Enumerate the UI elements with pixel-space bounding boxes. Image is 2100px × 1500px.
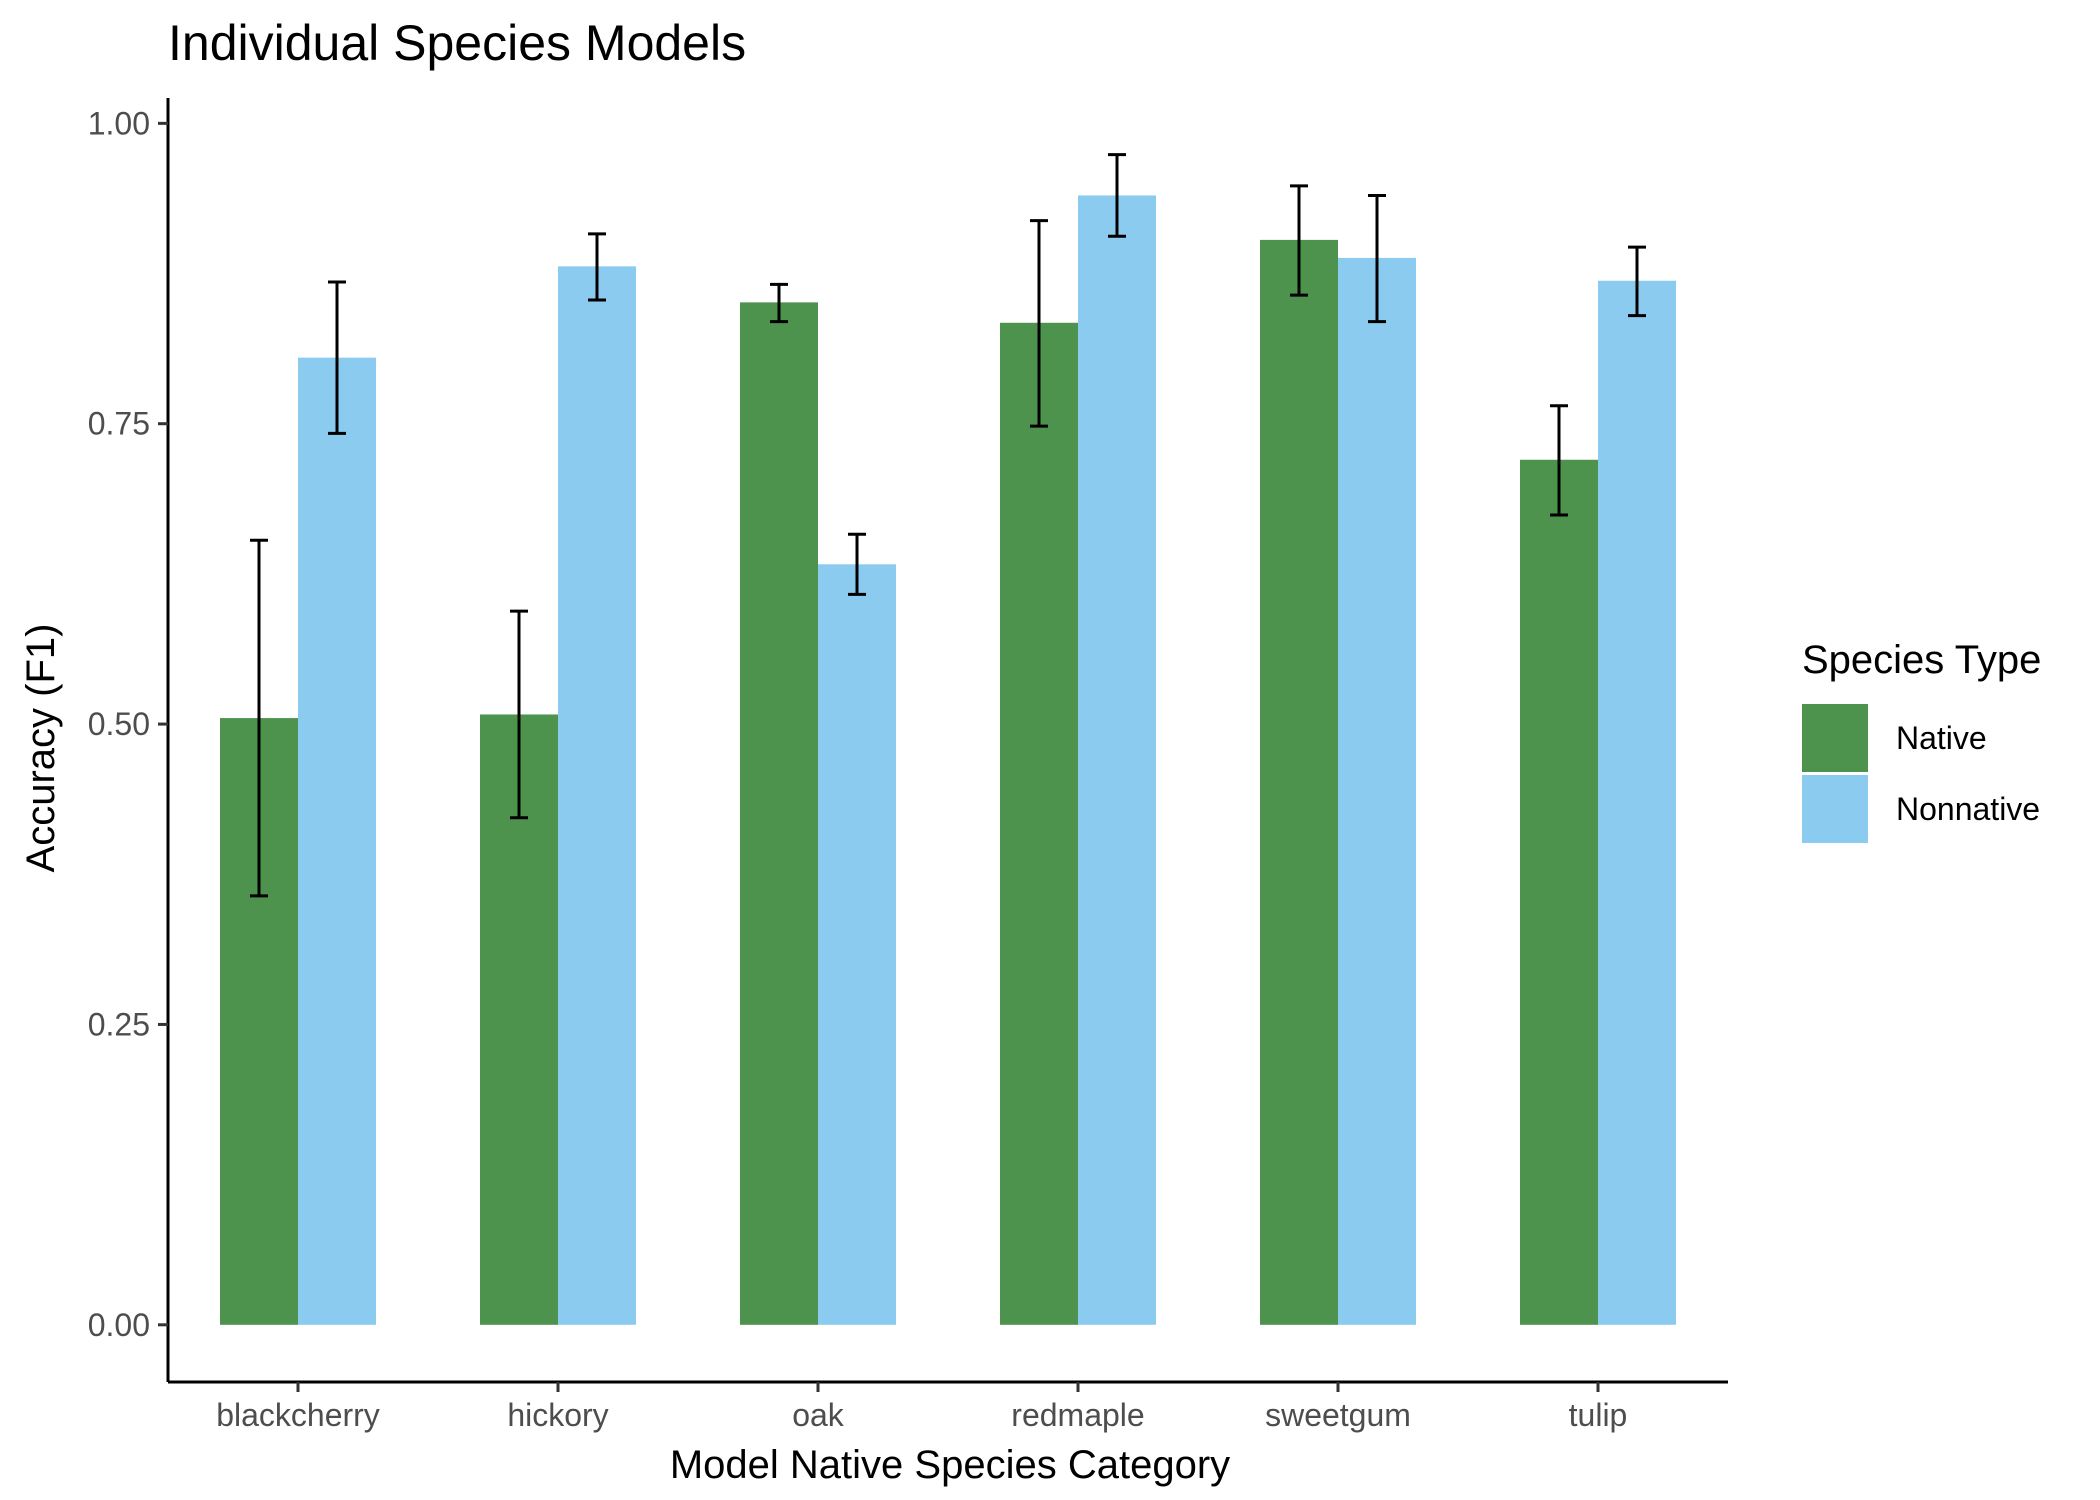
x-tick-label: blackcherry	[216, 1397, 380, 1433]
x-tick-label: oak	[792, 1397, 845, 1433]
x-tick-label: sweetgum	[1265, 1397, 1411, 1433]
plot-area	[220, 153, 1676, 1325]
y-axis-title: Accuracy (F1)	[19, 624, 63, 873]
bar-nonnative-redmaple	[1078, 195, 1156, 1325]
y-tick-label: 1.00	[88, 105, 150, 141]
bar-native-oak	[740, 302, 818, 1325]
legend-label-native: Native	[1896, 720, 1987, 756]
bar-nonnative-oak	[818, 564, 896, 1325]
error-bar-nonnative-blackcherry	[328, 280, 346, 435]
y-tick-label: 0.00	[88, 1307, 150, 1343]
bar-nonnative-tulip	[1598, 280, 1676, 1325]
chart-title: Individual Species Models	[168, 15, 746, 71]
bar-nonnative-blackcherry	[298, 357, 376, 1325]
error-bar-native-redmaple	[1030, 219, 1048, 428]
legend-label-nonnative: Nonnative	[1896, 791, 2040, 827]
y-tick-label: 0.75	[88, 406, 150, 442]
error-bar-native-sweetgum	[1290, 184, 1308, 297]
x-tick-label: tulip	[1569, 1397, 1628, 1433]
error-bar-nonnative-redmaple	[1108, 153, 1126, 238]
bar-native-tulip	[1520, 459, 1598, 1325]
error-bar-native-blackcherry	[250, 538, 268, 898]
error-bar-native-tulip	[1550, 404, 1568, 517]
y-tick-label: 0.50	[88, 706, 150, 742]
x-tick-label: hickory	[507, 1397, 608, 1433]
error-bar-native-oak	[770, 282, 788, 324]
legend-title: Species Type	[1802, 638, 2041, 682]
axes: 0.00 0.25 0.50 0.75 1.00 blackcherry hickory oa…	[88, 98, 1728, 1433]
legend: Species Type Native Nonnative	[1802, 638, 2041, 843]
y-tick-label: 0.25	[88, 1006, 150, 1042]
bar-nonnative-hickory	[558, 266, 636, 1325]
bar-native-redmaple	[1000, 322, 1078, 1325]
error-bar-nonnative-tulip	[1628, 245, 1646, 318]
error-bar-native-hickory	[510, 609, 528, 820]
bar-nonnative-sweetgum	[1338, 257, 1416, 1325]
bar-native-sweetgum	[1260, 239, 1338, 1325]
legend-key-nonnative	[1802, 775, 1868, 843]
error-bar-nonnative-hickory	[588, 232, 606, 302]
legend-key-native	[1802, 704, 1868, 772]
error-bar-nonnative-sweetgum	[1368, 193, 1386, 324]
x-axis-title: Model Native Species Category	[670, 1443, 1230, 1487]
x-tick-label: redmaple	[1011, 1397, 1144, 1433]
error-bar-nonnative-oak	[848, 532, 866, 596]
